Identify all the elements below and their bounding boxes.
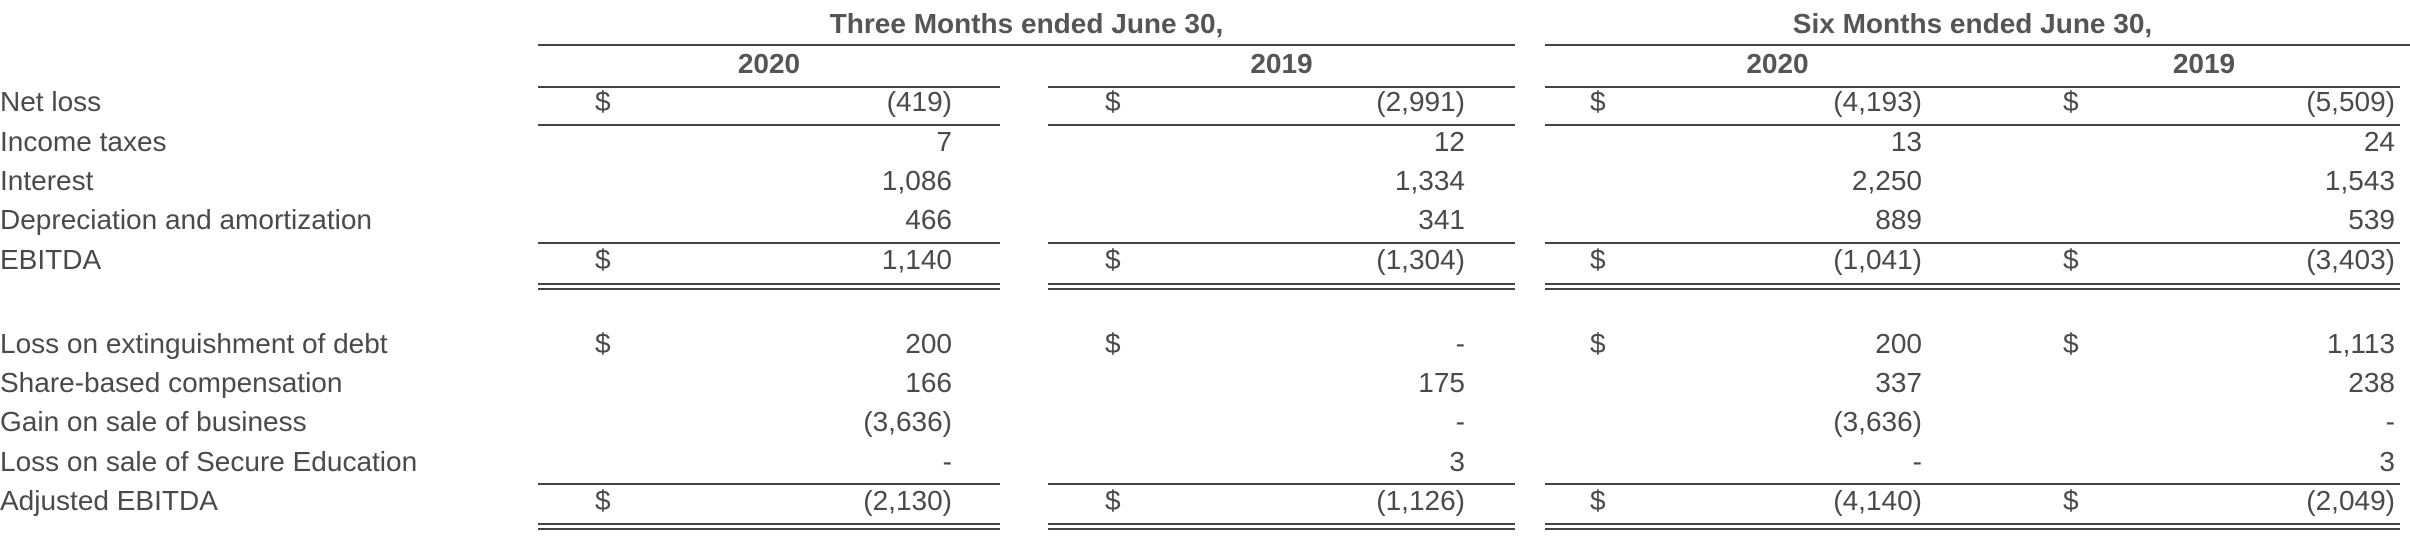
column-rule — [538, 86, 1000, 88]
value-cell: 1,086 — [881, 165, 952, 196]
subtotal-rule — [1545, 124, 2010, 126]
subtotal-rule — [2008, 483, 2400, 485]
currency-symbol: $ — [1590, 485, 1606, 516]
value-cell: (4,193) — [1833, 86, 1922, 117]
double-underline — [1545, 523, 2010, 530]
double-underline — [2008, 283, 2400, 290]
double-underline — [2008, 523, 2400, 530]
value-cell: (3,403) — [2306, 244, 2395, 275]
value-cell: 238 — [2348, 367, 2395, 398]
value-cell: (2,049) — [2306, 485, 2395, 516]
value-cell: - — [1455, 406, 1465, 437]
currency-symbol: $ — [1105, 328, 1121, 359]
currency-symbol: $ — [595, 328, 611, 359]
value-cell: (1,304) — [1376, 244, 1465, 275]
currency-symbol: $ — [1105, 485, 1121, 516]
value-cell: 539 — [2348, 204, 2395, 235]
row-label: Loss on extinguishment of debt — [0, 328, 388, 359]
subtotal-rule — [2008, 242, 2400, 244]
currency-symbol: $ — [2063, 86, 2079, 117]
value-cell: 3 — [2379, 446, 2395, 477]
currency-symbol: $ — [1105, 86, 1121, 117]
currency-symbol: $ — [1590, 244, 1606, 275]
value-cell: 1,140 — [881, 244, 952, 275]
currency-symbol: $ — [595, 86, 611, 117]
currency-symbol: $ — [2063, 485, 2079, 516]
currency-symbol: $ — [2063, 328, 2079, 359]
row-label: Net loss — [0, 86, 102, 117]
header-underline — [1545, 44, 2410, 46]
year-header: 2019 — [1250, 48, 1313, 79]
column-rule — [1545, 86, 2010, 88]
value-cell: (2,991) — [1376, 86, 1465, 117]
currency-symbol: $ — [595, 485, 611, 516]
column-rule — [2008, 86, 2400, 88]
header-six-months: Six Months ended June 30, — [1792, 8, 2153, 39]
column-rule — [1048, 86, 1515, 88]
value-cell: (3,636) — [863, 406, 952, 437]
value-cell: 13 — [1890, 126, 1922, 157]
subtotal-rule — [1545, 242, 2010, 244]
year-header: 2019 — [2172, 48, 2236, 79]
year-header: 2020 — [1746, 48, 1809, 79]
double-underline — [1545, 283, 2010, 290]
value-cell: 200 — [905, 328, 952, 359]
value-cell: (5,509) — [2306, 86, 2395, 117]
value-cell: 12 — [1433, 126, 1465, 157]
value-cell: 341 — [1418, 204, 1465, 235]
value-cell: (419) — [886, 86, 952, 117]
row-label: Depreciation and amortization — [0, 204, 372, 235]
value-cell: 7 — [936, 126, 952, 157]
row-label: Income taxes — [0, 126, 167, 157]
value-cell: (1,041) — [1833, 244, 1922, 275]
value-cell: (4,140) — [1833, 485, 1922, 516]
row-label: Share-based compensation — [0, 367, 343, 398]
row-label: Loss on sale of Secure Education — [0, 446, 418, 477]
currency-symbol: $ — [2063, 244, 2079, 275]
value-cell: 24 — [2363, 126, 2395, 157]
double-underline — [1048, 523, 1515, 530]
value-cell: 889 — [1875, 204, 1922, 235]
value-cell: (3,636) — [1833, 406, 1922, 437]
value-cell: 3 — [1449, 446, 1465, 477]
double-underline — [1048, 283, 1515, 290]
currency-symbol: $ — [1590, 86, 1606, 117]
value-cell: - — [942, 446, 952, 477]
subtotal-rule — [1048, 242, 1515, 244]
value-cell: - — [1912, 446, 1922, 477]
subtotal-rule — [2008, 124, 2400, 126]
currency-symbol: $ — [1590, 328, 1606, 359]
header-underline — [538, 44, 1515, 46]
value-cell: 175 — [1418, 367, 1465, 398]
subtotal-rule — [538, 483, 1000, 485]
year-header: 2020 — [737, 48, 801, 79]
double-underline — [538, 283, 1000, 290]
double-underline — [538, 523, 1000, 530]
row-label: Gain on sale of business — [0, 406, 307, 437]
row-label: Interest — [0, 165, 94, 196]
row-label: Adjusted EBITDA — [0, 485, 218, 516]
header-three-months: Three Months ended June 30, — [829, 8, 1224, 39]
value-cell: 2,250 — [1851, 165, 1922, 196]
value-cell: (1,126) — [1376, 485, 1465, 516]
value-cell: 166 — [905, 367, 952, 398]
currency-symbol: $ — [1105, 244, 1121, 275]
value-cell: 1,334 — [1394, 165, 1465, 196]
subtotal-rule — [1048, 124, 1515, 126]
subtotal-rule — [1545, 483, 2010, 485]
currency-symbol: $ — [595, 244, 611, 275]
value-cell: 200 — [1875, 328, 1922, 359]
value-cell: - — [1455, 328, 1465, 359]
row-label: EBITDA — [0, 244, 102, 275]
value-cell: (2,130) — [863, 485, 952, 516]
subtotal-rule — [538, 124, 1000, 126]
value-cell: - — [2385, 406, 2395, 437]
subtotal-rule — [1048, 483, 1515, 485]
value-cell: 466 — [905, 204, 952, 235]
value-cell: 337 — [1875, 367, 1922, 398]
subtotal-rule — [538, 242, 1000, 244]
value-cell: 1,113 — [2327, 328, 2395, 359]
value-cell: 1,543 — [2324, 165, 2395, 196]
